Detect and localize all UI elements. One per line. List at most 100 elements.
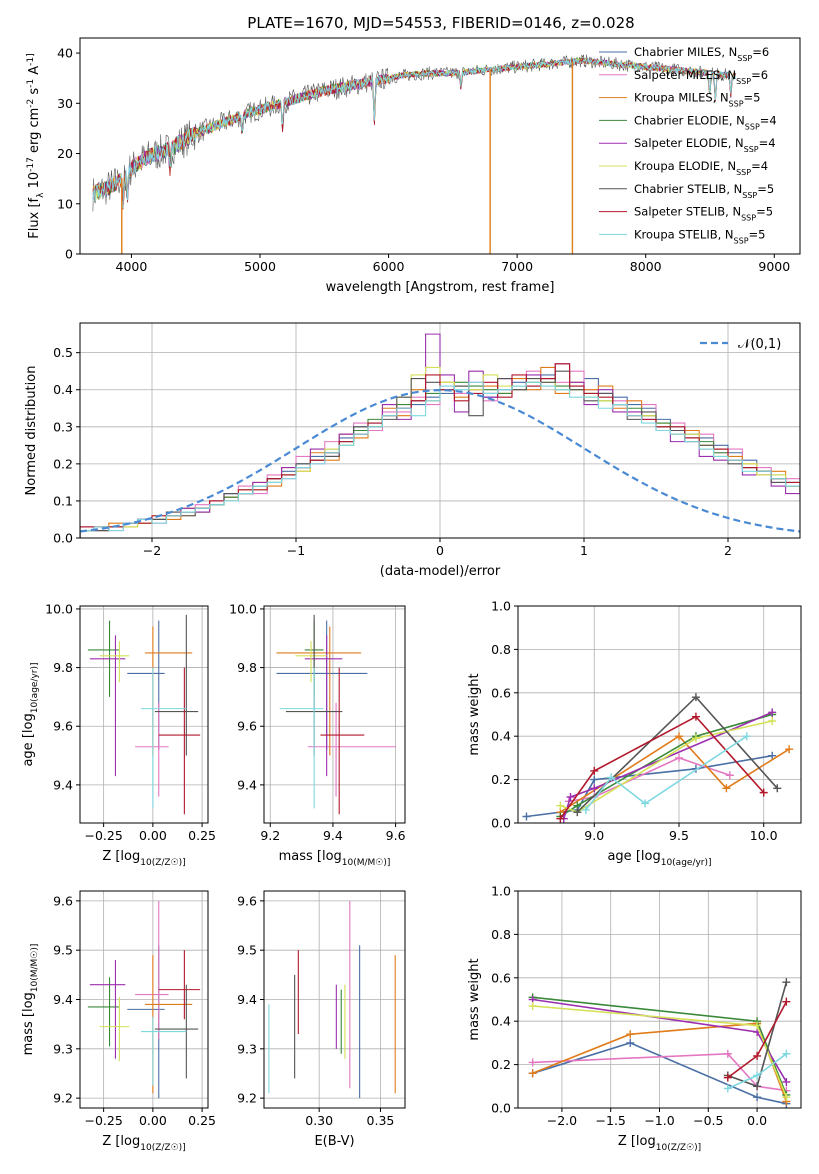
mass_vs_Z-ytick-label: 9.5 xyxy=(53,943,73,958)
weight-marker xyxy=(723,1049,732,1058)
errorbar-point xyxy=(158,667,201,815)
mass_vs_ebv-ytick-label: 9.5 xyxy=(237,943,257,958)
errorbar-point xyxy=(320,667,365,815)
age_vs_mass-axes-frame xyxy=(263,605,406,824)
weight-line xyxy=(576,695,778,813)
errorbar-point xyxy=(307,702,396,797)
residuals-xtick-label: −2 xyxy=(143,543,161,558)
weight_vs_Z-ytick-label: 0.2 xyxy=(491,1057,511,1072)
age_vs_Z-ytick-label: 9.4 xyxy=(53,777,73,792)
weight_vs_age-xtick-label: 9.5 xyxy=(669,828,689,843)
panel-residuals: −2 −1 0 1 2 0.0 0.1 0.2 0.3 0.4 0.5 (data-model)/er… xyxy=(24,322,801,579)
panel-mass_vs_Z: −0.25 0.00 0.25 9.2 9.3 9.4 9.5 9.6 Z [log10(Z/Z… xyxy=(21,890,216,1153)
mass_vs_ebv-ytick-label: 9.6 xyxy=(237,893,257,908)
weight_vs_Z-ytick-label: 0.8 xyxy=(491,927,511,942)
histogram-step xyxy=(80,333,800,538)
weight-marker xyxy=(782,978,791,987)
spectrum-legend: Chabrier MILES, NSSP=6 Salpeter MILES, NS… xyxy=(599,45,777,245)
weight-line xyxy=(559,735,790,813)
errorbar-point xyxy=(99,641,130,683)
panel-age_vs_Z: −0.25 0.00 0.25 9.4 9.6 9.8 10.0 Z [log10(Z/Z☉)… xyxy=(21,601,216,868)
weight_vs_Z-xtick-label: 0.0 xyxy=(747,1113,767,1128)
residuals-plot-area xyxy=(80,333,800,538)
mass_vs_Z-xtick-label: 0.00 xyxy=(139,1113,167,1128)
age_vs_mass-ytick-label: 10.0 xyxy=(229,601,257,616)
age_vs_mass-grid xyxy=(264,606,405,823)
weight-marker xyxy=(607,773,616,782)
weight_vs_Z-ytick-label: 0.4 xyxy=(491,1014,511,1029)
weight-marker xyxy=(722,784,731,793)
mass_vs_ebv-xtick-label: 0.35 xyxy=(367,1113,395,1128)
legend-label: Chabrier ELODIE, NSSP=4 xyxy=(634,113,777,130)
weight_vs_Z-ytick-label: 0.0 xyxy=(491,1101,511,1116)
age_vs_mass-frame: 9.2 9.4 9.6 9.4 9.6 9.8 10.0 mass [log10(M/M☉)] xyxy=(229,601,405,868)
spectrum-plot-area xyxy=(92,54,736,254)
age_vs_Z-ytick-label: 10.0 xyxy=(45,601,73,616)
weight-marker xyxy=(528,1002,537,1011)
weight-marker xyxy=(581,805,590,814)
weight-marker xyxy=(723,1084,732,1093)
age_vs_mass-xlabel: mass [log10(M/M☉)] xyxy=(279,849,391,868)
errorbar-point xyxy=(89,960,126,1059)
weight-marker xyxy=(641,799,650,808)
weight_vs_age-ytick-label: 0.4 xyxy=(491,729,511,744)
residuals-ytick-label: 0.1 xyxy=(53,493,73,508)
errorbar-point xyxy=(87,977,120,1047)
errorbar-point xyxy=(141,667,187,809)
weight-marker xyxy=(785,745,794,754)
spectrum-xtick-label: 6000 xyxy=(373,259,405,274)
residuals-ytick-label: 0.0 xyxy=(53,531,73,546)
mass_vs_Z-plot-area xyxy=(87,900,201,1099)
weight-marker xyxy=(573,808,582,817)
legend-label: Kroupa ELODIE, NSSP=4 xyxy=(634,159,768,177)
legend-label: Kroupa STELIB, NSSP=5 xyxy=(634,227,765,245)
weight-marker xyxy=(753,1082,762,1091)
weight_vs_age-grid xyxy=(518,605,801,824)
weight-marker xyxy=(566,792,575,801)
weight-marker xyxy=(590,784,599,793)
errorbar-point xyxy=(304,635,343,777)
errorbar-point xyxy=(144,626,193,756)
histogram-step xyxy=(80,370,800,538)
weight-marker xyxy=(691,693,700,702)
legend-label: Kroupa MILES, NSSP=5 xyxy=(634,91,760,109)
weight-marker xyxy=(782,1049,791,1058)
legend-label: Salpeter ELODIE, NSSP=4 xyxy=(634,136,776,154)
weight-marker xyxy=(674,732,683,741)
weight_vs_Z-xtick-label: −0.5 xyxy=(693,1113,723,1128)
mass_vs_Z-frame: −0.25 0.00 0.25 9.2 9.3 9.4 9.5 9.6 Z [log10(Z/Z… xyxy=(21,890,216,1153)
errorbar-point xyxy=(141,1016,187,1086)
mass_vs_Z-grid xyxy=(80,891,208,1108)
panel-spectrum: 4000 5000 6000 7000 8000 9000 0 10 20 30 40 wavelen… xyxy=(26,37,801,295)
errorbar-point xyxy=(295,641,327,683)
weight_vs_Z-ylabel: mass weight xyxy=(467,958,482,1040)
weight-marker xyxy=(590,766,599,775)
weight-marker xyxy=(590,775,599,784)
weight_vs_Z-xlabel: Z [log10(Z/Z☉)] xyxy=(618,1134,701,1153)
weight-marker xyxy=(691,712,700,721)
mass_vs_ebv-grid xyxy=(264,891,405,1108)
weight_vs_age-xlabel: age [log10(age/yr)] xyxy=(607,849,711,868)
weight-marker xyxy=(768,708,777,717)
residuals-xtick-label: −1 xyxy=(287,543,305,558)
weight_vs_age-ylabel: mass weight xyxy=(467,673,482,755)
mass_vs_Z-ylabel: mass [log10(M/M☉)] xyxy=(21,944,40,1056)
weight-line xyxy=(532,1042,787,1105)
weight-marker xyxy=(725,771,734,780)
weight-line xyxy=(559,715,765,820)
weight-marker xyxy=(753,1051,762,1060)
weight-line xyxy=(585,735,748,811)
age_vs_Z-plot-area xyxy=(87,614,201,815)
weight_vs_age-xtick-label: 10.0 xyxy=(750,828,778,843)
mass_vs_ebv-plot-area xyxy=(268,900,396,1099)
weight-marker xyxy=(753,1071,762,1080)
age_vs_Z-xtick-label: −0.25 xyxy=(84,828,122,843)
mass_vs_ebv-xlabel: E(B-V) xyxy=(314,1134,354,1149)
weight_vs_age-ytick-label: 0.2 xyxy=(491,772,511,787)
age_vs_mass-plot-area xyxy=(276,614,396,815)
weight_vs_Z-ytick-label: 1.0 xyxy=(491,884,511,899)
errorbar-point xyxy=(144,955,193,1094)
age_vs_mass-xtick-label: 9.6 xyxy=(386,828,406,843)
